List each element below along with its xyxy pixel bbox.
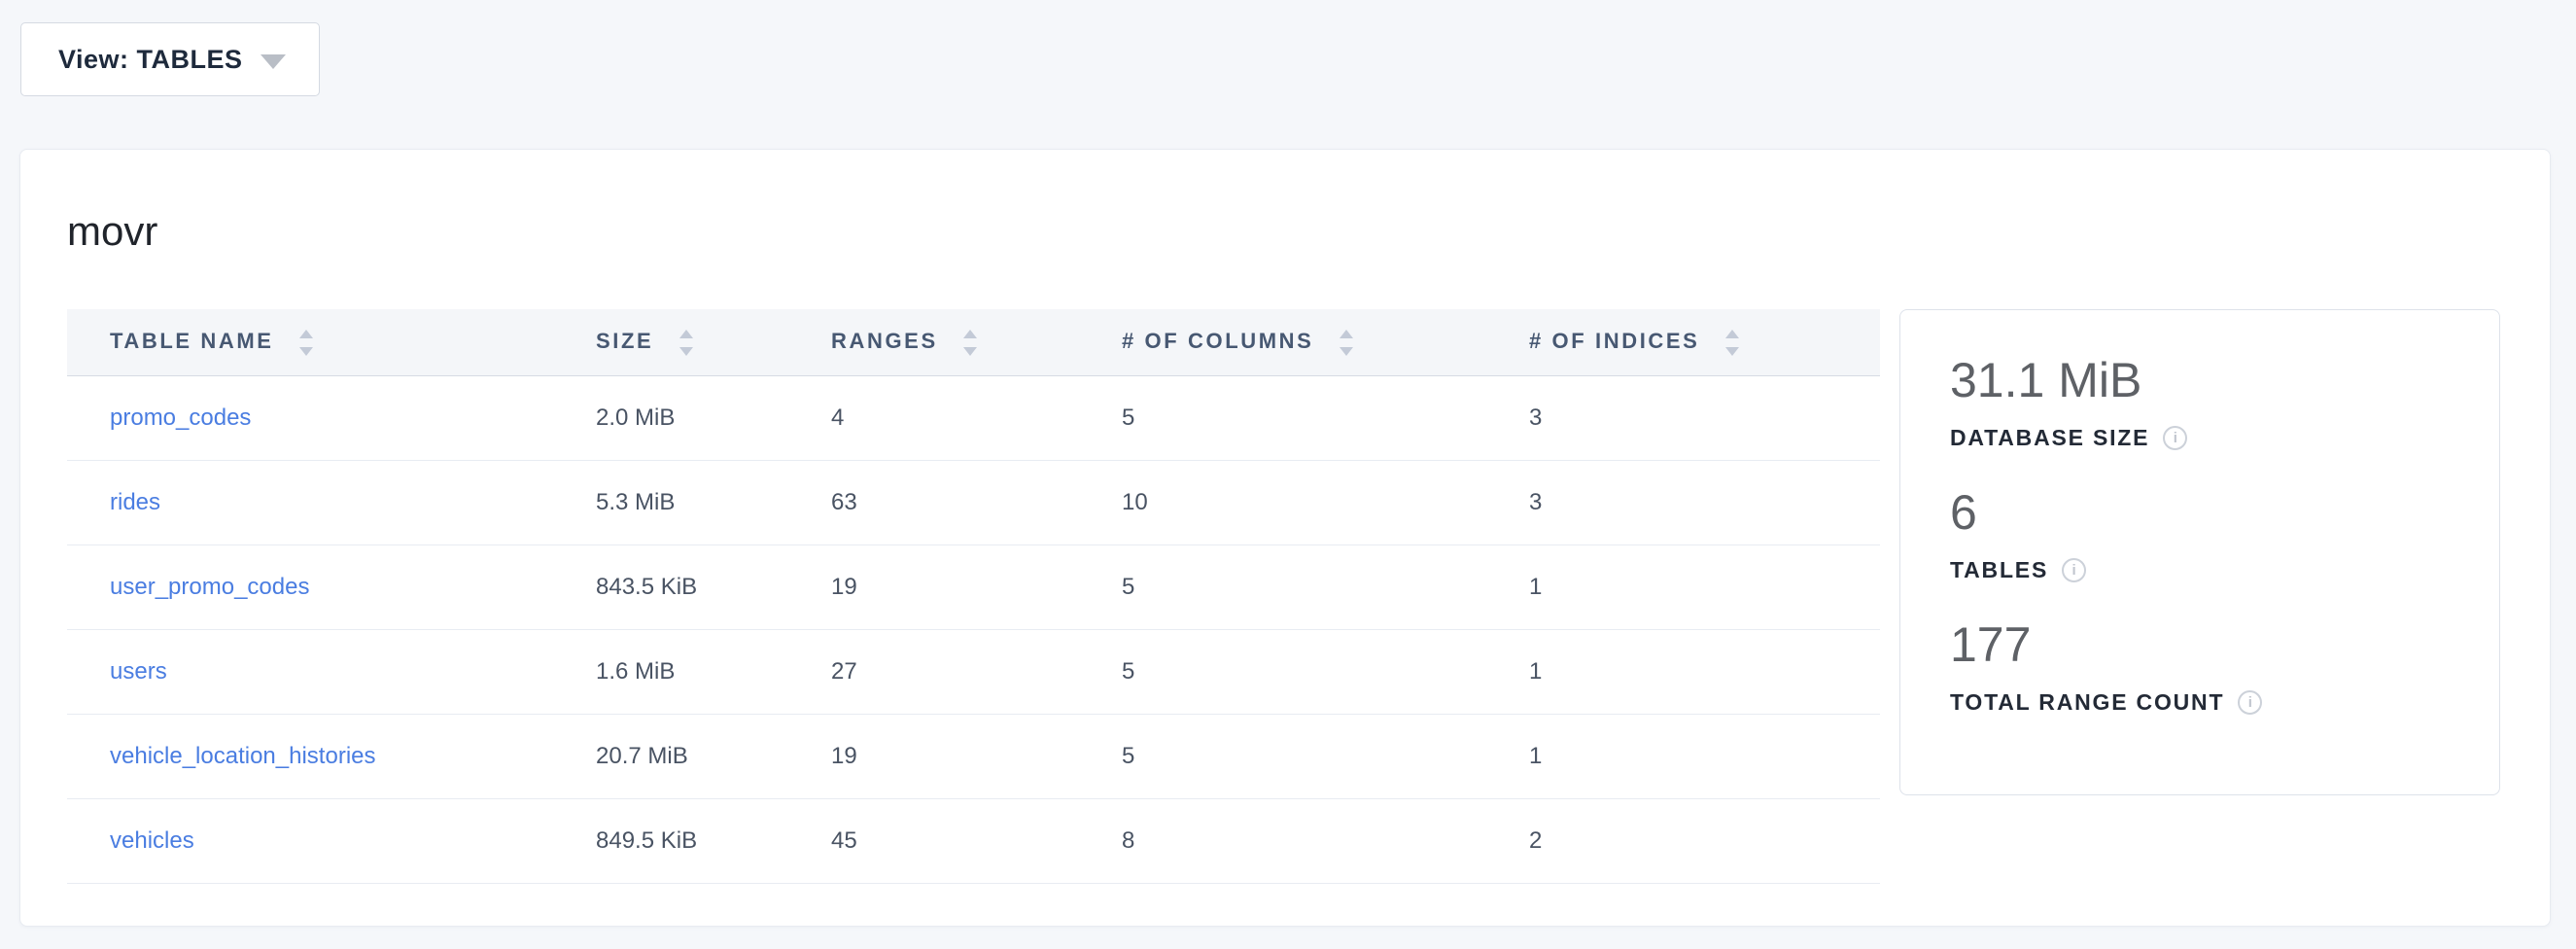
view-selector-label: View: TABLES [58, 44, 243, 74]
cell-size: 2.0 MiB [596, 375, 831, 461]
table-header-row: TABLE NAME SIZE RANGES # OF COLUMNS [67, 309, 1880, 376]
table-link-vehicle_location_histories[interactable]: vehicle_location_histories [110, 742, 376, 769]
cell-indices: 3 [1529, 460, 1880, 545]
table-row: rides 5.3 MiB 63 10 3 [67, 460, 1880, 545]
cell-size: 849.5 KiB [596, 798, 831, 884]
column-header-label: RANGES [831, 328, 938, 353]
cell-columns: 5 [1122, 545, 1529, 630]
cell-indices: 1 [1529, 714, 1880, 799]
cell-size: 1.6 MiB [596, 629, 831, 715]
cell-columns: 10 [1122, 460, 1529, 545]
cell-columns: 5 [1122, 375, 1529, 461]
cell-ranges: 19 [831, 714, 1122, 799]
info-icon[interactable]: i [2238, 690, 2263, 715]
tables-table-container: TABLE NAME SIZE RANGES # OF COLUMNS [67, 309, 1880, 884]
cell-indices: 1 [1529, 545, 1880, 630]
cell-ranges: 4 [831, 375, 1122, 461]
cell-size: 5.3 MiB [596, 460, 831, 545]
table-row: user_promo_codes 843.5 KiB 19 5 1 [67, 545, 1880, 630]
column-header-label: # OF COLUMNS [1122, 328, 1314, 353]
database-card: movr TABLE NAME SIZE [19, 149, 2551, 927]
cell-indices: 2 [1529, 798, 1880, 884]
table-link-promo_codes[interactable]: promo_codes [110, 404, 252, 431]
card-content: TABLE NAME SIZE RANGES # OF COLUMNS [67, 309, 2500, 884]
sort-icon [1725, 329, 1740, 356]
cell-columns: 5 [1122, 714, 1529, 799]
table-row: promo_codes 2.0 MiB 4 5 3 [67, 375, 1880, 461]
sort-icon [1340, 329, 1354, 356]
stat-value: 31.1 MiB [1950, 353, 2142, 407]
column-header-label: # OF INDICES [1529, 328, 1700, 353]
info-icon[interactable]: i [2062, 558, 2087, 582]
sort-icon [299, 329, 314, 356]
cell-columns: 8 [1122, 798, 1529, 884]
cell-size: 20.7 MiB [596, 714, 831, 799]
stat-label: TABLES [1950, 557, 2049, 582]
cell-size: 843.5 KiB [596, 545, 831, 630]
stat-value: 6 [1950, 485, 1977, 540]
column-header-label: SIZE [596, 328, 654, 353]
stat-database-size: 31.1 MiB DATABASE SIZE i [1950, 351, 2460, 451]
column-header-size[interactable]: SIZE [596, 309, 831, 376]
cell-columns: 5 [1122, 629, 1529, 715]
cell-ranges: 45 [831, 798, 1122, 884]
topbar: View: TABLES [0, 0, 2576, 96]
chevron-down-icon [260, 53, 286, 69]
column-header-num-indices[interactable]: # OF INDICES [1529, 309, 1880, 376]
view-selector-dropdown[interactable]: View: TABLES [20, 22, 320, 96]
info-icon[interactable]: i [2163, 426, 2188, 450]
database-name-title: movr [67, 208, 158, 254]
table-row: vehicles 849.5 KiB 45 8 2 [67, 798, 1880, 884]
cell-indices: 3 [1529, 375, 1880, 461]
database-summary-panel: 31.1 MiB DATABASE SIZE i 6 TABLES i 177 … [1899, 309, 2500, 795]
table-link-user_promo_codes[interactable]: user_promo_codes [110, 573, 310, 600]
column-header-label: TABLE NAME [110, 328, 274, 353]
tables-table: TABLE NAME SIZE RANGES # OF COLUMNS [67, 309, 1880, 884]
table-link-users[interactable]: users [110, 657, 167, 685]
column-header-ranges[interactable]: RANGES [831, 309, 1122, 376]
stat-label: TOTAL RANGE COUNT [1950, 689, 2225, 715]
sort-icon [679, 329, 694, 356]
table-link-rides[interactable]: rides [110, 488, 161, 515]
table-row: users 1.6 MiB 27 5 1 [67, 629, 1880, 715]
table-link-vehicles[interactable]: vehicles [110, 826, 194, 854]
stat-value: 177 [1950, 617, 2032, 672]
cell-ranges: 19 [831, 545, 1122, 630]
cell-ranges: 27 [831, 629, 1122, 715]
column-header-table-name[interactable]: TABLE NAME [67, 309, 596, 376]
stat-tables: 6 TABLES i [1950, 483, 2460, 583]
cell-indices: 1 [1529, 629, 1880, 715]
stat-label: DATABASE SIZE [1950, 425, 2150, 450]
sort-icon [963, 329, 978, 356]
table-row: vehicle_location_histories 20.7 MiB 19 5… [67, 714, 1880, 799]
column-header-num-columns[interactable]: # OF COLUMNS [1122, 309, 1529, 376]
stat-total-range-count: 177 TOTAL RANGE COUNT i [1950, 615, 2460, 716]
cell-ranges: 63 [831, 460, 1122, 545]
